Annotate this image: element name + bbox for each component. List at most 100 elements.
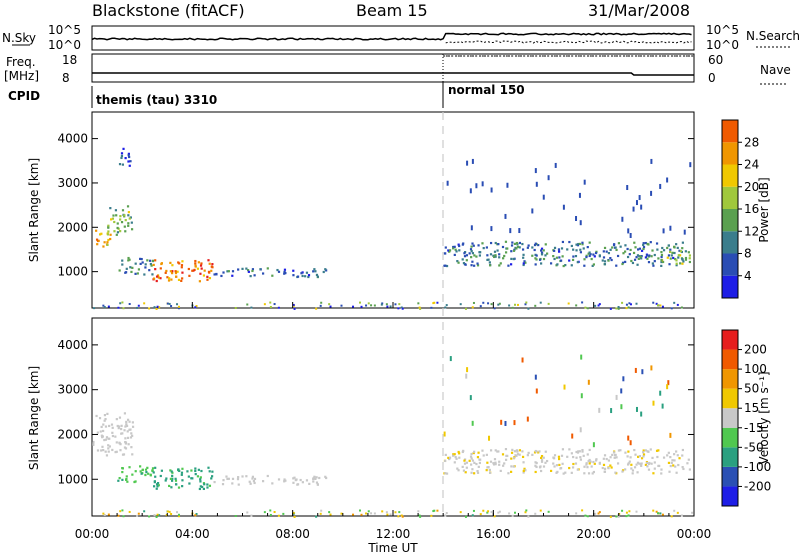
scatter-point [381,302,384,305]
scatter-point [133,480,136,484]
scatter-point [211,263,214,266]
scatter-point [160,262,163,265]
scatter-point [542,465,546,468]
scatter-point [553,457,556,460]
scatter-point [638,255,641,258]
scatter-point [448,456,452,459]
scatter-point [397,307,400,310]
scatter-point [651,262,654,265]
scatter-point [130,228,134,231]
scatter-point [628,302,631,305]
scatter-point [661,403,664,409]
scatter-point [482,301,485,304]
scatter-point [657,449,660,452]
colorbar-swatch [722,466,738,487]
scatter-point [660,472,663,475]
scatter-point [579,458,583,461]
y-tick-label: 3000 [57,176,88,190]
scatter-point [557,457,561,461]
scatter-point [417,302,420,305]
scatter-point [475,462,478,466]
scatter-point [534,257,537,260]
scatter-point [586,307,589,310]
scatter-point [485,469,488,472]
scatter-point [644,241,647,245]
scatter-point [492,255,496,259]
scatter-point [615,264,618,267]
scatter-point [680,514,683,517]
scatter-point [194,262,197,265]
scatter-point [660,250,663,254]
scatter-point [171,479,174,482]
scatter-point [625,515,628,518]
scatter-point [129,160,132,163]
scatter-point [655,449,659,452]
scatter-point [110,218,113,221]
scatter-point [211,266,214,269]
scatter-point [667,380,670,386]
scatter-point [463,459,466,462]
scatter-point [124,230,127,233]
scatter-point [139,465,142,468]
scatter-point [635,463,638,466]
scatter-point [630,259,633,263]
scatter-point [538,258,542,261]
cpid-segment-1: themis (tau) 3310 [96,93,217,107]
scatter-point [99,233,102,236]
power-ylabel: Slant Range [km] [27,158,41,262]
scatter-point [120,152,124,155]
scatter-point [125,267,128,270]
scatter-point [305,271,309,274]
scatter-point [266,267,269,270]
scatter-point [518,246,521,249]
colorbar-swatch [722,447,738,467]
scatter-point [476,264,480,267]
scatter-point [107,450,110,453]
scatter-point [666,384,669,390]
scatter-point [586,515,589,518]
scatter-point [464,515,467,518]
scatter-point [504,448,508,451]
scatter-point [128,217,131,220]
scatter-point [380,303,383,306]
scatter-point [512,457,516,460]
scatter-point [136,272,139,275]
scatter-point [494,241,497,245]
scatter-point [667,461,671,464]
scatter-point [540,456,543,460]
scatter-point [617,242,621,245]
scatter-point [470,256,473,259]
scatter-point [457,243,460,246]
scatter-point [510,263,513,266]
scatter-point [510,250,513,253]
scatter-point [518,241,522,245]
scatter-point [611,453,614,456]
scatter-point [187,267,190,271]
scatter-point [144,263,147,266]
scatter-point [498,463,501,466]
scatter-point [593,255,596,258]
scatter-point [636,461,640,464]
scatter-point [479,513,482,516]
scatter-point [253,274,256,277]
scatter-point [621,470,624,473]
scatter-point [315,273,319,277]
scatter-point [503,462,506,465]
scatter-point [120,221,124,224]
scatter-point [419,515,422,518]
scatter-point [207,466,210,469]
scatter-point [673,459,676,462]
scatter-point [452,454,455,457]
x-tick-label: 16:00 [476,527,511,541]
scatter-point [521,455,525,459]
scatter-point [171,270,174,273]
scatter-point [522,263,525,267]
scatter-point [586,245,589,249]
scatter-point [531,246,534,249]
scatter-point [234,514,237,517]
scatter-point [615,456,618,459]
scatter-point [99,430,102,433]
scatter-point [641,369,644,375]
scatter-point [141,468,144,471]
scatter-point [482,247,485,250]
